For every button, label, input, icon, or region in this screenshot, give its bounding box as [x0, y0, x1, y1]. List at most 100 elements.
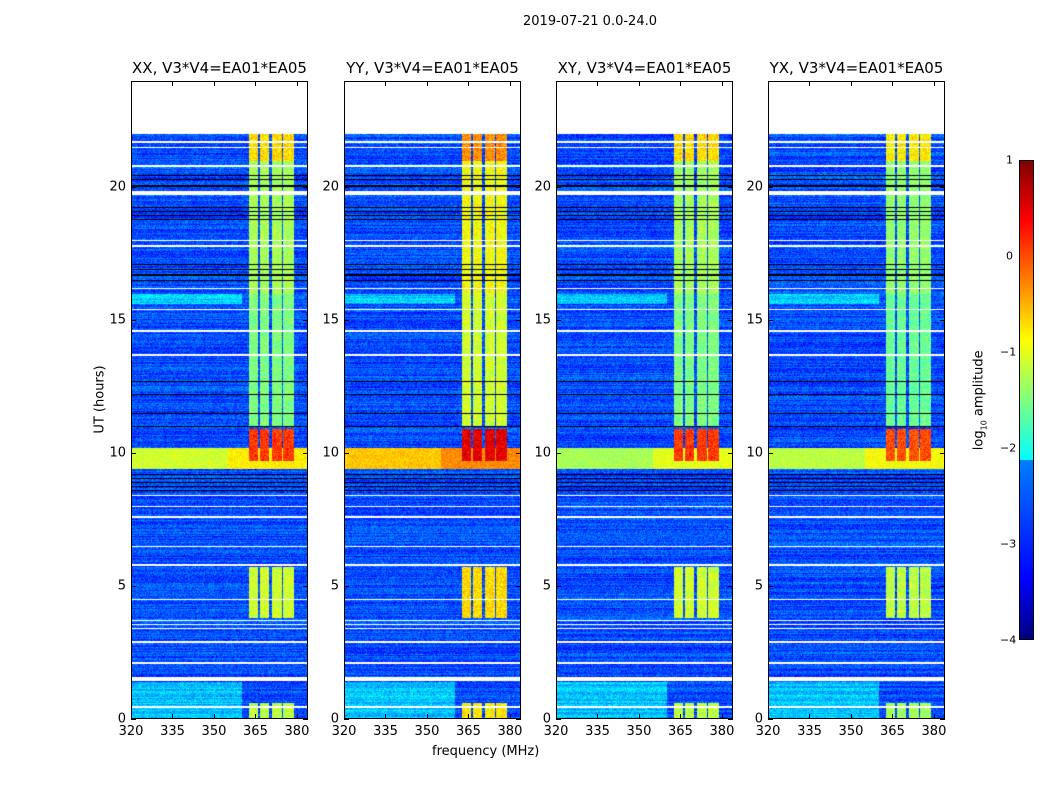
spectrogram-heatmap [768, 81, 945, 719]
x-tick-mark [172, 81, 174, 86]
x-tick-label: 320 [543, 724, 569, 739]
x-tick-label: 350 [201, 724, 227, 739]
y-tick-label: 0 [754, 711, 763, 727]
y-tick-label: 20 [534, 179, 551, 195]
figure-title: 2019-07-21 0.0-24.0 [523, 14, 657, 29]
x-tick-mark [213, 714, 215, 719]
y-tick-mark [768, 719, 773, 720]
x-tick-mark [768, 714, 769, 719]
x-tick-label: 320 [755, 724, 781, 739]
y-tick-mark [516, 719, 521, 720]
y-tick-mark [556, 586, 561, 588]
x-tick-mark [809, 81, 811, 86]
y-tick-mark [131, 320, 136, 322]
x-tick-mark [892, 714, 894, 719]
x-tick-mark [344, 714, 345, 719]
x-tick-mark [296, 81, 298, 86]
y-tick-mark [303, 320, 308, 322]
x-tick-label: 365 [880, 724, 905, 739]
y-tick-mark [728, 586, 733, 588]
x-tick-label: 335 [585, 724, 610, 739]
y-tick-mark [556, 719, 561, 720]
x-tick-mark [556, 714, 557, 719]
y-tick-mark [131, 586, 136, 588]
y-axis-label: UT (hours) [92, 365, 108, 434]
y-tick-label: 5 [330, 578, 339, 594]
y-tick-label: 10 [534, 445, 551, 461]
x-tick-mark [385, 81, 387, 86]
x-tick-label: 320 [331, 724, 357, 739]
y-tick-mark [344, 719, 349, 720]
y-tick-label: 5 [117, 578, 126, 594]
y-tick-label: 0 [117, 711, 126, 727]
y-tick-mark [516, 320, 521, 322]
x-tick-mark [933, 81, 935, 86]
x-tick-label: 320 [118, 724, 144, 739]
x-tick-mark [468, 81, 470, 86]
colorbar-tick-label: −2 [1000, 441, 1017, 455]
x-tick-mark [213, 81, 215, 86]
x-tick-mark [638, 714, 640, 719]
x-tick-label: 380 [497, 724, 523, 739]
x-tick-mark [172, 714, 174, 719]
spectrogram-panel: YY, V3*V4=EA01*EA05 320 335 350 365 380 0 5 10 15… [322, 59, 522, 739]
x-tick-mark [721, 81, 723, 86]
y-tick-label: 0 [542, 711, 551, 727]
y-tick-label: 5 [542, 578, 551, 594]
x-tick-mark [556, 81, 557, 86]
spectrogram-panel: XY, V3*V4=EA01*EA05 320 335 350 365 380 0 5 10 15… [534, 59, 734, 739]
x-tick-mark [768, 81, 769, 86]
y-tick-mark [556, 320, 561, 322]
y-tick-label: 0 [330, 711, 339, 727]
y-tick-mark [768, 453, 773, 455]
x-tick-mark [131, 714, 132, 719]
colorbar-tick-label: −4 [1000, 633, 1017, 647]
x-axis-label: frequency (MHz) [432, 744, 540, 759]
x-tick-label: 335 [797, 724, 822, 739]
x-tick-mark [426, 81, 428, 86]
spectrogram-heatmap [131, 81, 308, 719]
x-tick-mark [892, 81, 894, 86]
y-tick-mark [516, 453, 521, 455]
x-tick-mark [933, 714, 935, 719]
y-tick-label: 15 [746, 312, 763, 328]
x-tick-mark [721, 714, 723, 719]
colorbar-tick-label: −3 [1000, 537, 1017, 551]
panel-title: XY, V3*V4=EA01*EA05 [557, 59, 732, 77]
x-tick-label: 350 [626, 724, 652, 739]
y-tick-label: 15 [109, 312, 126, 328]
colorbar [1019, 160, 1034, 640]
spectrogram-heatmap [344, 81, 521, 719]
y-tick-label: 15 [322, 312, 339, 328]
y-tick-mark [303, 586, 308, 588]
x-tick-mark [255, 81, 257, 86]
x-tick-label: 380 [284, 724, 310, 739]
x-tick-label: 335 [373, 724, 398, 739]
x-tick-label: 335 [160, 724, 185, 739]
y-tick-mark [303, 719, 308, 720]
y-tick-mark [940, 719, 945, 720]
x-tick-mark [597, 714, 599, 719]
y-tick-mark [728, 453, 733, 455]
x-tick-mark [638, 81, 640, 86]
y-tick-mark [344, 586, 349, 588]
y-tick-mark [556, 453, 561, 455]
y-tick-mark [940, 187, 945, 189]
colorbar-tick-label: 1 [1006, 153, 1013, 167]
x-tick-label: 365 [668, 724, 693, 739]
colorbar-tick-label: −1 [1000, 345, 1017, 359]
y-tick-mark [940, 586, 945, 588]
panel-title: YY, V3*V4=EA01*EA05 [346, 59, 519, 77]
y-tick-mark [728, 320, 733, 322]
x-tick-label: 350 [414, 724, 440, 739]
x-tick-mark [509, 81, 511, 86]
y-tick-mark [940, 320, 945, 322]
colorbar-tick-label: 0 [1006, 249, 1013, 263]
y-tick-mark [303, 453, 308, 455]
x-tick-mark [255, 714, 257, 719]
x-tick-label: 380 [921, 724, 947, 739]
spectrogram-panel: YX, V3*V4=EA01*EA05 320 335 350 365 380 0 5 10 15… [746, 59, 946, 739]
y-tick-label: 5 [754, 578, 763, 594]
y-tick-label: 20 [322, 179, 339, 195]
x-tick-mark [468, 714, 470, 719]
